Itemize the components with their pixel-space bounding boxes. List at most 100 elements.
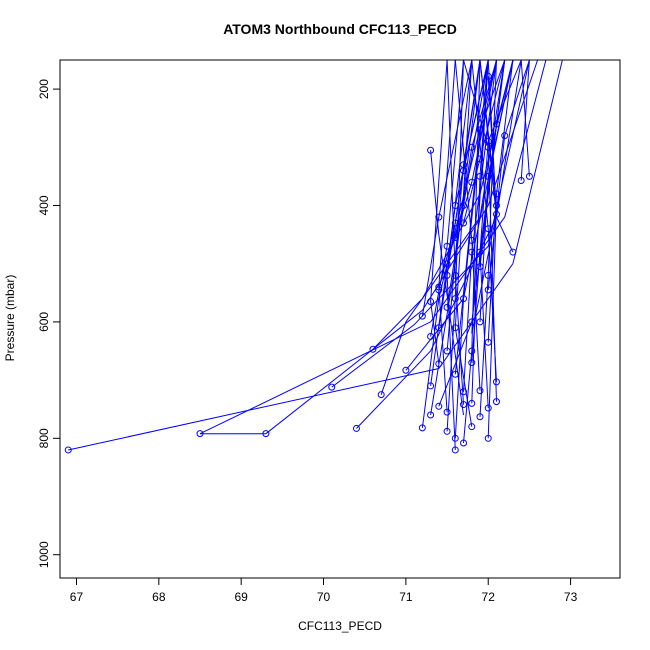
- data-point: [451, 202, 459, 210]
- data-point: [468, 359, 476, 367]
- x-tick-label: 69: [234, 590, 248, 604]
- data-point: [443, 260, 451, 268]
- data-point: [476, 248, 484, 256]
- data-point: [492, 398, 500, 406]
- data-point: [476, 155, 484, 163]
- data-point: [476, 318, 484, 326]
- data-point: [443, 271, 451, 279]
- data-point: [484, 137, 492, 145]
- data-point: [468, 318, 476, 326]
- series-line: [479, 60, 514, 267]
- data-point: [427, 382, 435, 390]
- data-point: [476, 172, 484, 180]
- data-point: [492, 202, 500, 210]
- data-point: [476, 413, 484, 421]
- data-point: [484, 286, 492, 294]
- series-line: [512, 60, 530, 181]
- data-point: [525, 172, 533, 180]
- data-point: [484, 225, 492, 233]
- y-tick-label: 200: [37, 79, 51, 99]
- data-point: [262, 430, 270, 438]
- data-point: [484, 271, 492, 279]
- series-line: [430, 60, 464, 337]
- series-line: [331, 60, 530, 388]
- data-point: [451, 324, 459, 332]
- y-axis: 200 400 600 800 1000: [37, 79, 61, 568]
- data-point: [369, 345, 377, 353]
- data-point: [460, 202, 468, 210]
- data-point: [460, 219, 468, 227]
- data-point: [517, 176, 525, 184]
- data-point: [435, 402, 443, 410]
- series-line: [446, 60, 497, 308]
- series-line: [463, 60, 506, 224]
- y-tick-label: 800: [37, 428, 51, 448]
- data-point: [435, 324, 443, 332]
- series-line: [356, 60, 522, 429]
- data-point: [451, 271, 459, 279]
- data-point: [451, 234, 459, 242]
- data-point: [501, 132, 509, 140]
- series-line: [421, 60, 473, 317]
- plot-frame: [59, 59, 621, 579]
- data-point: [451, 295, 459, 303]
- data-point: [476, 263, 484, 271]
- series-line: [199, 60, 547, 435]
- x-tick-label: 67: [70, 590, 84, 604]
- data-point: [468, 236, 476, 244]
- series-line: [487, 60, 530, 290]
- data-point: [484, 172, 492, 180]
- data-point: [460, 388, 468, 396]
- data-point: [484, 434, 492, 442]
- y-tick-label: 1000: [37, 541, 51, 568]
- data-point: [443, 303, 451, 311]
- series-line: [479, 60, 498, 439]
- data-point: [451, 446, 459, 454]
- data-point: [352, 424, 360, 432]
- chart-title: ATOM3 Northbound CFC113_PECD: [223, 21, 457, 37]
- series-lines: [68, 60, 563, 451]
- y-tick-label: 400: [37, 195, 51, 215]
- data-point: [451, 370, 459, 378]
- data-point: [492, 190, 500, 198]
- data-point: [196, 430, 204, 438]
- data-point: [492, 120, 500, 128]
- series-line: [446, 60, 481, 352]
- series-line: [265, 60, 539, 435]
- data-point: [484, 404, 492, 412]
- data-point: [418, 312, 426, 320]
- series-line: [479, 60, 497, 417]
- data-point: [476, 387, 484, 395]
- data-point: [435, 360, 443, 368]
- data-point: [427, 146, 435, 154]
- data-point: [451, 434, 459, 442]
- data-point: [468, 178, 476, 186]
- y-tick-label: 600: [37, 312, 51, 332]
- data-point: [460, 439, 468, 447]
- data-point: [418, 424, 426, 432]
- data-point: [328, 383, 336, 391]
- x-tick-label: 70: [317, 590, 331, 604]
- data-point: [484, 338, 492, 346]
- series-line: [463, 60, 497, 392]
- data-point: [435, 283, 443, 291]
- series-line: [446, 60, 489, 264]
- data-point: [443, 427, 451, 435]
- x-axis-label: CFC113_PECD: [298, 619, 382, 633]
- x-tick-label: 71: [399, 590, 413, 604]
- x-axis: 67 68 69 70 71 72 73: [70, 577, 578, 604]
- data-point: [492, 378, 500, 386]
- data-point: [492, 210, 500, 218]
- data-point: [435, 286, 443, 294]
- data-point: [64, 446, 72, 454]
- data-point: [476, 126, 484, 134]
- data-point: [427, 332, 435, 340]
- data-point: [468, 347, 476, 355]
- data-point: [460, 167, 468, 175]
- y-axis-label: Pressure (mbar): [3, 275, 17, 362]
- series-line: [454, 60, 506, 375]
- x-tick-label: 72: [482, 590, 496, 604]
- data-point: [377, 391, 385, 399]
- series-line: [487, 60, 514, 343]
- series-line: [471, 60, 522, 363]
